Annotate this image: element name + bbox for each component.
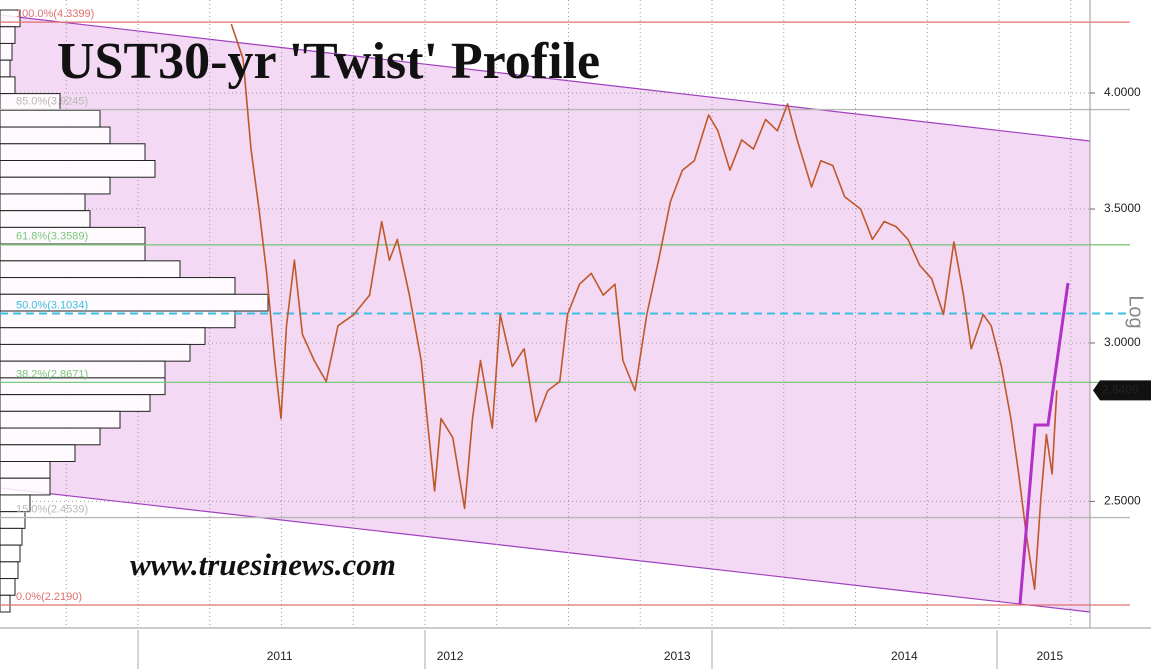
level-label: 85.0%(3.9245): [16, 95, 88, 107]
price-line: [230, 23, 1058, 590]
profile-bar: [0, 444, 76, 462]
x-tick-label: 2015: [1036, 649, 1063, 663]
channel-lower: [0, 487, 1091, 613]
profile-bar: [0, 343, 191, 362]
profile-bar: [0, 578, 16, 596]
profile-bar: [0, 126, 111, 145]
profile-bar: [0, 243, 146, 262]
x-tick-label: 2012: [437, 649, 464, 663]
y-tick-label: 2.5000: [1104, 494, 1141, 508]
level-label: 100.0%(4.3399): [16, 8, 94, 20]
profile-bar: [0, 527, 23, 546]
profile-bar: [0, 427, 101, 446]
x-tick-label: 2011: [267, 649, 293, 663]
fib-levels: 100.0%(4.3399) 85.0%(3.9245) 61.8%(3.3589)…: [0, 8, 1130, 606]
x-tick-label: 2013: [664, 649, 691, 663]
watermark: www.truesinews.com: [130, 547, 396, 582]
x-tick-label: 2014: [891, 649, 918, 663]
profile-bar: [0, 76, 16, 95]
y-tick-label: 4.0000: [1104, 85, 1141, 99]
profile-bar: [0, 143, 146, 161]
projection: [1018, 282, 1070, 605]
year-separators: [137, 630, 998, 669]
grid: [0, 0, 1090, 628]
profile-bar: [0, 193, 86, 212]
channel-upper: [0, 14, 1091, 142]
profile-bar: [0, 477, 51, 496]
profile-bar: [0, 544, 21, 563]
last-value-label: 2.8409: [1102, 382, 1139, 396]
level-label: 0.0%(2.2190): [16, 591, 82, 603]
y-axis-label: Log: [1125, 295, 1147, 328]
level-label: 38.2%(2.8671): [16, 368, 88, 380]
profile-bar: [0, 260, 181, 279]
profile-bar: [0, 160, 156, 178]
profile-bar: [0, 410, 121, 429]
profile-bar: [0, 176, 111, 195]
channel: [0, 15, 1090, 612]
profile-bar: [0, 461, 51, 479]
volume-profile: [0, 9, 269, 613]
profile-bar: [0, 327, 206, 345]
plot: [230, 23, 1058, 590]
level-label: 50.0%(3.1034): [16, 299, 88, 311]
profile-bar: [0, 109, 101, 128]
profile-bar: [0, 42, 13, 61]
last-value-box: [1093, 380, 1151, 401]
profile-bar: [0, 377, 166, 396]
profile-bar: [0, 59, 11, 78]
profile-bar: [0, 210, 91, 228]
level-label: 61.8%(3.3589): [16, 231, 88, 243]
axes: 4.0000 3.5000 3.0000 2.5000 2011 2012 2013 2014…: [267, 85, 1151, 663]
level-label: 15.0%(2.4539): [16, 503, 88, 515]
profile-bar: [0, 26, 16, 44]
profile-bar: [0, 394, 151, 412]
chart-title: UST30-yr 'Twist' Profile: [57, 33, 600, 90]
profile-bar: [0, 594, 11, 613]
y-tick-label: 3.0000: [1104, 335, 1141, 349]
y-tick-label: 3.5000: [1104, 201, 1141, 215]
profile-bar: [0, 561, 19, 580]
profile-bar: [0, 277, 236, 295]
